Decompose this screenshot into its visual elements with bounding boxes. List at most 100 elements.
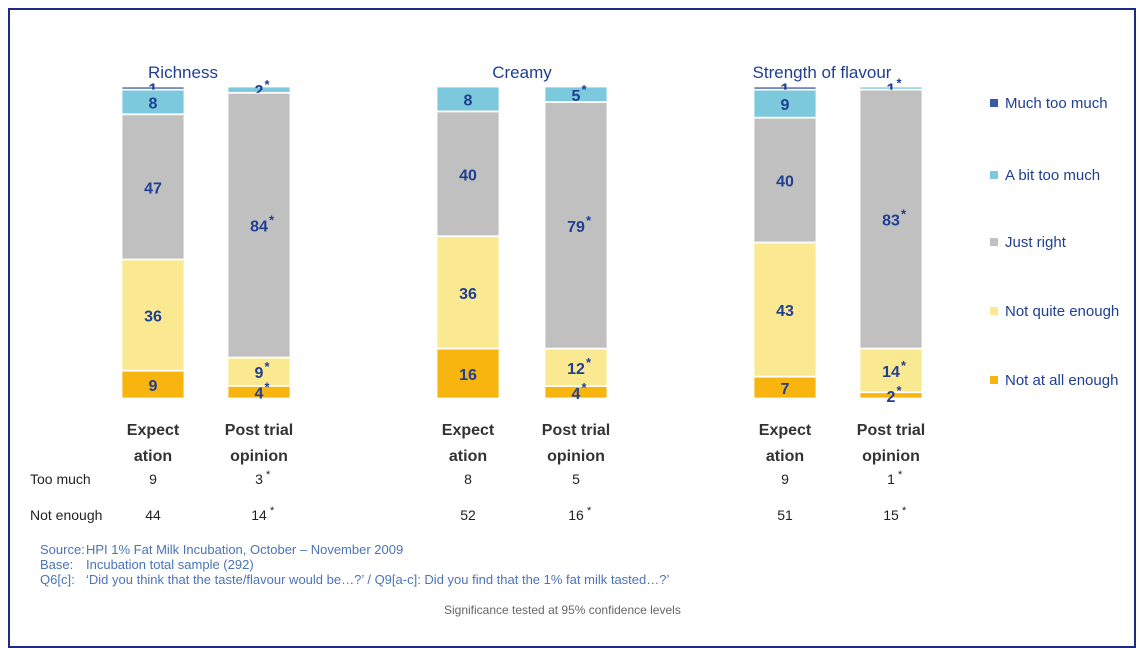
bar-segment — [121, 86, 185, 90]
data-label: 36 — [144, 309, 162, 326]
category-label: ation — [134, 448, 172, 465]
data-label: 36 — [459, 286, 477, 303]
significance-mark: * — [897, 383, 903, 398]
bar-segment — [544, 386, 608, 399]
bar-segment — [227, 92, 291, 358]
summary-value: 15 — [883, 507, 899, 523]
footnote-key: Base: — [40, 557, 74, 572]
summary-value: 52 — [460, 507, 476, 523]
category-label: Expect — [759, 422, 812, 439]
summary-value: 3 — [255, 471, 263, 487]
bar-segment — [859, 86, 923, 90]
bar-segment — [859, 392, 923, 399]
bar-segment — [436, 348, 500, 399]
bar-segment — [121, 259, 185, 371]
significance-mark: * — [586, 355, 592, 370]
data-label: 16 — [459, 367, 477, 384]
bar-segment — [544, 348, 608, 386]
data-label: 14 — [882, 364, 900, 381]
significance-mark: * — [902, 505, 907, 517]
data-label: 47 — [144, 180, 162, 197]
bar-segment — [544, 86, 608, 103]
bar-segment — [859, 348, 923, 393]
data-label: 12 — [567, 361, 585, 378]
legend-label: A bit too much — [1005, 167, 1100, 184]
summary-row-label: Not enough — [30, 507, 102, 523]
significance-mark: * — [269, 213, 275, 228]
data-label: 83 — [882, 213, 900, 230]
significance-mark: * — [898, 469, 903, 481]
significance-note: Significance tested at 95% confidence le… — [444, 603, 681, 617]
bar-segment — [753, 117, 817, 243]
footnote-question: Q6[c]: ‘Did you think that the taste/flav… — [40, 572, 669, 587]
data-label: 84 — [250, 219, 268, 236]
significance-mark: * — [265, 380, 271, 395]
bar-segment — [227, 385, 291, 399]
chart-title: Richness — [148, 63, 218, 82]
bar-segment — [436, 236, 500, 349]
bar-segment — [753, 242, 817, 377]
data-label: 40 — [776, 174, 794, 191]
legend-swatch — [990, 238, 998, 246]
data-label: 9 — [149, 378, 158, 395]
legend-swatch — [990, 376, 998, 384]
legend-swatch — [990, 171, 998, 179]
footnote-text: HPI 1% Fat Milk Incubation, October – No… — [86, 542, 404, 557]
data-label: 5 — [572, 88, 581, 105]
data-label: 40 — [459, 167, 477, 184]
footnote-text: ‘Did you think that the taste/flavour wo… — [86, 572, 670, 587]
summary-value: 51 — [777, 507, 793, 523]
data-label: 8 — [464, 92, 473, 109]
significance-mark: * — [266, 469, 271, 481]
footnote-text: Incubation total sample (292) — [86, 557, 254, 572]
chart-title: Strength of flavour — [753, 63, 892, 82]
legend-swatch — [990, 307, 998, 315]
summary-value: 44 — [145, 507, 161, 523]
category-label: Post trial — [542, 422, 610, 439]
significance-mark: * — [586, 213, 592, 228]
bar-segment — [436, 86, 500, 112]
category-label: Expect — [442, 422, 495, 439]
bar-segment — [121, 89, 185, 115]
summary-value: 5 — [572, 471, 580, 487]
data-label: 2 — [255, 83, 264, 100]
footnote-base: Base: Incubation total sample (292) — [40, 557, 254, 572]
summary-value: 1 — [887, 471, 895, 487]
data-label: 2 — [887, 389, 896, 406]
bar-segment — [753, 376, 817, 399]
bar-segment — [753, 89, 817, 118]
legend-label: Just right — [1005, 234, 1067, 251]
data-label: 7 — [781, 381, 790, 398]
significance-mark: * — [265, 77, 271, 92]
bar-segment — [544, 102, 608, 349]
data-label: 4 — [255, 386, 264, 403]
significance-mark: * — [901, 207, 907, 222]
data-label: 79 — [567, 219, 585, 236]
significance-mark: * — [587, 505, 592, 517]
legend-label: Not quite enough — [1005, 303, 1119, 320]
legend-label: Much too much — [1005, 95, 1108, 112]
category-label: Post trial — [225, 422, 293, 439]
data-label: 8 — [149, 95, 158, 112]
significance-mark: * — [582, 380, 588, 395]
legend-label: Not at all enough — [1005, 372, 1118, 389]
summary-value: 14 — [251, 507, 267, 523]
footnote-key: Source: — [40, 542, 85, 557]
legend-swatch — [990, 99, 998, 107]
category-label: opinion — [547, 448, 605, 465]
data-label: 43 — [776, 303, 794, 320]
bar-segment — [227, 357, 291, 386]
bar-segment — [859, 89, 923, 349]
summary-row-label: Too much — [30, 471, 91, 487]
bar-segment — [227, 86, 291, 93]
bar-segment — [121, 370, 185, 399]
bar-segment — [121, 114, 185, 260]
significance-mark: * — [901, 358, 907, 373]
summary-value: 9 — [781, 471, 789, 487]
data-label: 4 — [572, 386, 581, 403]
significance-mark: * — [897, 76, 903, 91]
footnote-source: Source:HPI 1% Fat Milk Incubation, Octob… — [40, 542, 403, 557]
data-label: 9 — [255, 365, 264, 382]
category-label: ation — [449, 448, 487, 465]
summary-value: 16 — [568, 507, 584, 523]
